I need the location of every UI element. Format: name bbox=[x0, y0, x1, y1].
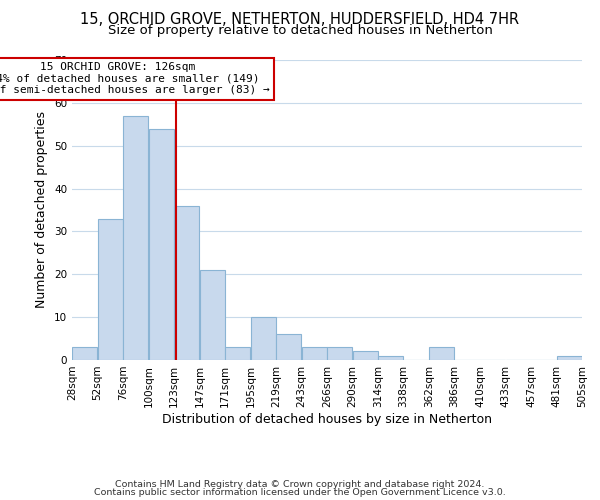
Text: Size of property relative to detached houses in Netherton: Size of property relative to detached ho… bbox=[107, 24, 493, 37]
Text: Contains HM Land Registry data © Crown copyright and database right 2024.: Contains HM Land Registry data © Crown c… bbox=[115, 480, 485, 489]
Bar bbox=[276, 334, 301, 360]
Bar bbox=[327, 347, 352, 360]
Bar bbox=[149, 128, 174, 360]
Bar bbox=[378, 356, 403, 360]
Bar bbox=[225, 347, 250, 360]
Text: Contains public sector information licensed under the Open Government Licence v3: Contains public sector information licen… bbox=[94, 488, 506, 497]
Bar bbox=[353, 352, 378, 360]
Bar bbox=[174, 206, 199, 360]
Text: 15, ORCHID GROVE, NETHERTON, HUDDERSFIELD, HD4 7HR: 15, ORCHID GROVE, NETHERTON, HUDDERSFIEL… bbox=[80, 12, 520, 28]
Text: 15 ORCHID GROVE: 126sqm
← 64% of detached houses are smaller (149)
36% of semi-d: 15 ORCHID GROVE: 126sqm ← 64% of detache… bbox=[0, 62, 269, 96]
Bar bbox=[251, 317, 276, 360]
Bar bbox=[429, 347, 454, 360]
Bar bbox=[123, 116, 148, 360]
Bar bbox=[72, 347, 97, 360]
X-axis label: Distribution of detached houses by size in Netherton: Distribution of detached houses by size … bbox=[162, 412, 492, 426]
Y-axis label: Number of detached properties: Number of detached properties bbox=[35, 112, 49, 308]
Bar bbox=[302, 347, 327, 360]
Bar bbox=[557, 356, 582, 360]
Bar bbox=[200, 270, 225, 360]
Bar bbox=[98, 218, 123, 360]
